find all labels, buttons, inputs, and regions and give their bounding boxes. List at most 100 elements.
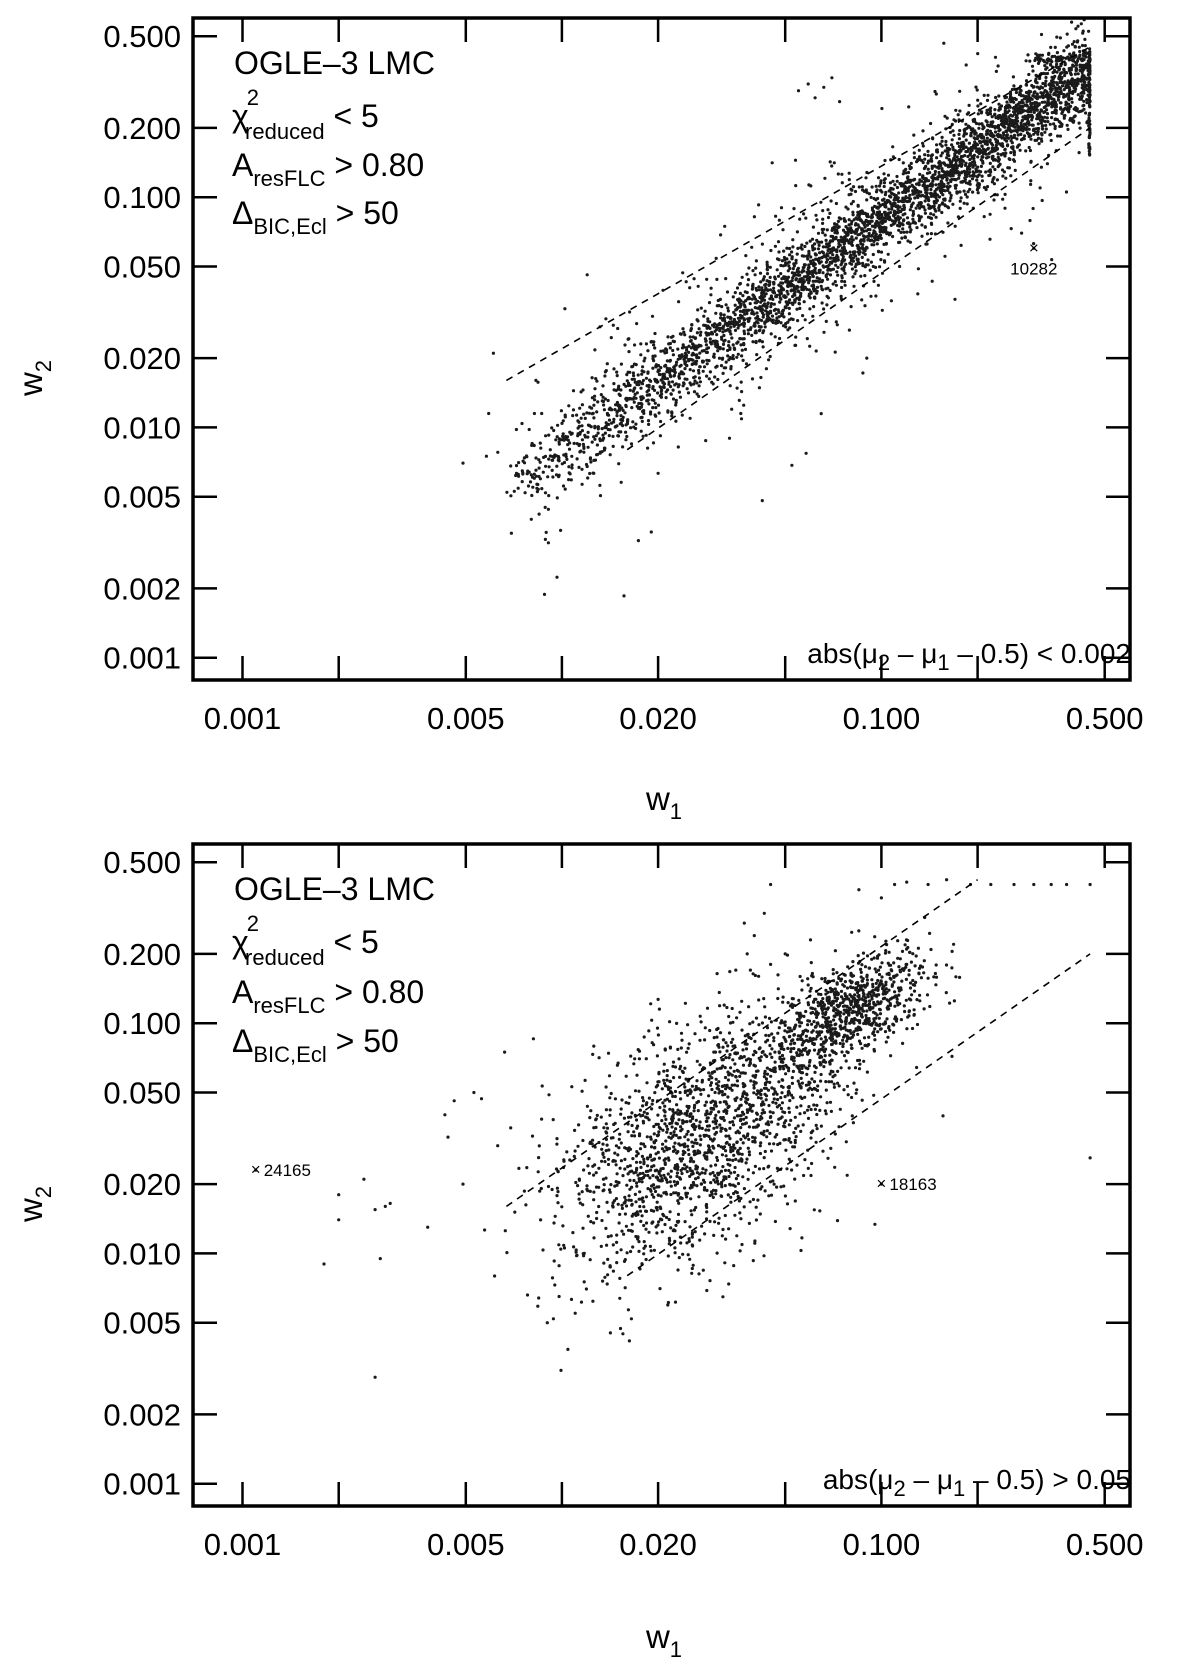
- data-point: [570, 463, 574, 467]
- data-point: [991, 133, 995, 137]
- data-point: [710, 1151, 714, 1155]
- data-point: [836, 219, 841, 223]
- data-point: [650, 1107, 654, 1111]
- data-point: [1015, 106, 1020, 110]
- data-point: [723, 224, 727, 228]
- data-point: [901, 161, 905, 165]
- data-point: [734, 1190, 738, 1194]
- data-point: [878, 235, 882, 239]
- data-point: [984, 152, 988, 156]
- data-point: [796, 273, 801, 277]
- data-point: [1054, 109, 1058, 113]
- axis-ticks: [193, 18, 1130, 680]
- data-point: [945, 177, 949, 181]
- data-point: [592, 1044, 596, 1048]
- data-point: [793, 298, 797, 302]
- data-point: [751, 1135, 755, 1139]
- data-point: [1010, 87, 1015, 92]
- data-point: [1026, 53, 1030, 57]
- data-point: [997, 157, 1001, 162]
- data-point: [822, 85, 826, 89]
- data-point: [547, 494, 551, 498]
- data-point: [1072, 64, 1076, 68]
- data-point: [782, 294, 786, 298]
- data-point: [1054, 93, 1058, 97]
- data-point: [843, 283, 847, 287]
- data-point: [880, 214, 884, 218]
- data-point: [852, 218, 856, 222]
- data-point: [810, 1093, 815, 1097]
- dashed-guide-line: [506, 46, 1091, 382]
- data-point: [726, 327, 730, 331]
- y-tick-label: 0.050: [103, 250, 181, 285]
- data-point: [611, 434, 615, 438]
- data-point: [641, 434, 645, 438]
- data-point: [568, 1158, 572, 1162]
- data-point: [1011, 147, 1015, 151]
- data-point: [536, 487, 540, 491]
- data-point: [944, 143, 948, 147]
- data-point: [972, 156, 976, 161]
- data-point: [537, 1296, 541, 1300]
- data-point: [556, 1170, 560, 1174]
- data-point: [512, 489, 516, 493]
- data-point: [1029, 102, 1033, 106]
- data-point: [913, 188, 918, 192]
- data-point: [688, 368, 692, 372]
- data-point: [761, 308, 765, 312]
- data-point: [753, 331, 757, 335]
- data-point: [980, 122, 984, 126]
- data-point: [1032, 90, 1036, 94]
- data-point: [776, 973, 780, 977]
- data-point: [1045, 90, 1049, 94]
- data-point: [880, 225, 884, 230]
- data-point: [648, 378, 652, 382]
- data-point: [937, 195, 942, 199]
- data-point: [777, 218, 782, 222]
- data-point: [672, 1133, 676, 1137]
- data-point: [640, 372, 644, 376]
- data-point: [598, 494, 603, 498]
- data-point: [754, 316, 758, 320]
- data-point: [620, 1098, 624, 1102]
- data-point: [850, 267, 855, 271]
- data-point: [1087, 124, 1091, 128]
- data-point: [831, 253, 835, 257]
- data-point: [863, 274, 867, 278]
- data-point: [647, 385, 651, 389]
- data-point: [1078, 68, 1082, 73]
- data-point: [679, 1064, 683, 1068]
- data-point: [619, 418, 623, 422]
- data-point: [822, 254, 826, 258]
- data-point: [795, 252, 799, 256]
- data-point: [653, 346, 657, 350]
- data-point: [634, 422, 638, 426]
- data-point: [1041, 58, 1046, 63]
- data-point: [826, 277, 830, 281]
- data-point: [1040, 93, 1045, 97]
- data-point: [849, 253, 853, 257]
- data-point: [647, 388, 651, 392]
- data-point: [732, 346, 736, 350]
- data-point: [805, 337, 809, 341]
- data-point: [613, 1151, 617, 1155]
- data-point: [694, 1118, 698, 1122]
- data-point: [750, 1109, 754, 1113]
- data-point: [787, 306, 791, 310]
- data-point: [557, 437, 561, 441]
- data-point: [1020, 119, 1024, 123]
- data-point: [1001, 197, 1005, 201]
- data-point: [768, 288, 773, 292]
- data-point: [797, 298, 801, 302]
- data-point: [554, 438, 558, 442]
- data-point: [802, 300, 806, 304]
- data-point: [777, 310, 781, 314]
- data-point: [849, 202, 854, 206]
- data-point: [546, 1184, 551, 1189]
- data-point: [538, 1189, 542, 1193]
- data-point: [864, 188, 868, 192]
- data-point: [1048, 62, 1053, 67]
- data-point: [988, 168, 993, 172]
- data-point: [642, 1110, 646, 1114]
- data-point: [934, 215, 938, 219]
